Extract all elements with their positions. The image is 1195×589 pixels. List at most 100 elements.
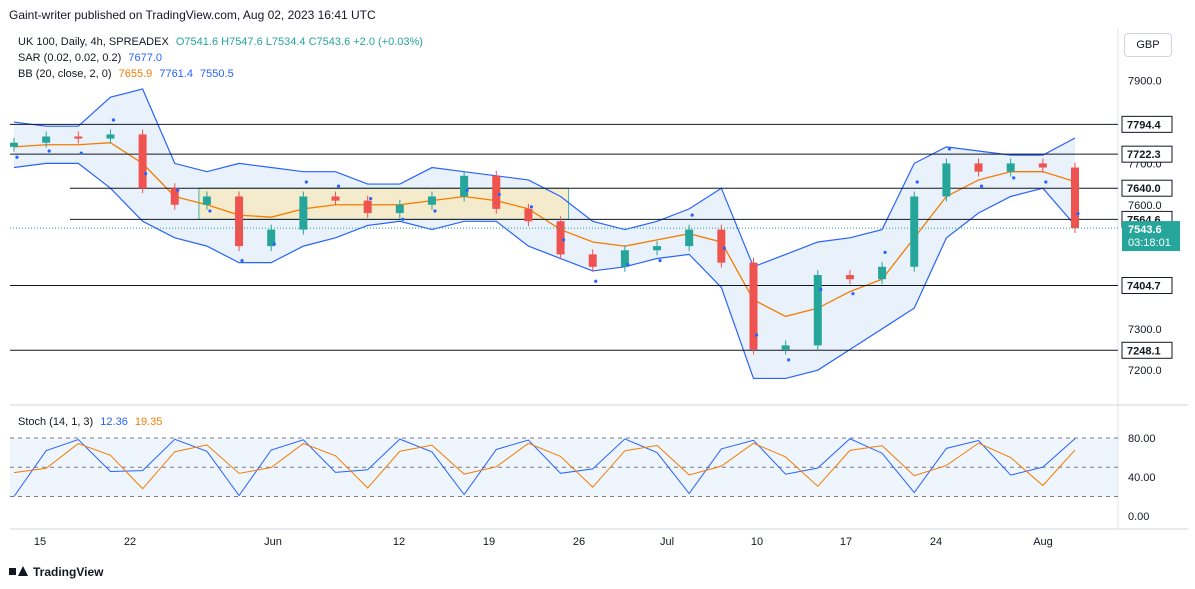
time-axis-tick: Jun [264, 536, 282, 548]
candle-body [395, 204, 404, 214]
stoch-d-line [13, 442, 1076, 490]
consolidation-box [198, 187, 570, 220]
candle-body [717, 229, 726, 263]
price-axis-tick: 7300.0 [1128, 324, 1162, 336]
time-axis-tick: 17 [840, 536, 852, 548]
candle-body [460, 175, 469, 197]
stoch-axis-tick: 40.00 [1128, 472, 1156, 484]
candle-body [974, 163, 983, 172]
legend-symbol-row: UK 100, Daily, 4h, SPREADEX O7541.6 H754… [18, 36, 427, 48]
sar-dot [594, 279, 598, 283]
stoch-axis-tick: 80.00 [1128, 433, 1156, 445]
sar-dot [144, 172, 148, 176]
time-axis-tick: 22 [124, 536, 136, 548]
candle-body [588, 254, 597, 267]
sar-dot [240, 258, 244, 263]
time-axis-tick: 12 [393, 536, 405, 548]
candle-body [749, 262, 758, 350]
level-badge [1121, 145, 1173, 163]
candle-body [1038, 163, 1047, 168]
candle-body [267, 229, 276, 247]
legend-sar-value: 7677.0 [128, 52, 163, 64]
legend-stoch-k: 12.36 [100, 416, 128, 428]
candle-body [781, 345, 790, 350]
sar-dot [111, 118, 116, 122]
candle-body [942, 163, 951, 197]
time-axis-tick: Aug [1033, 536, 1053, 548]
level-badge-label: 7404.7 [1127, 281, 1161, 293]
sar-dot [336, 184, 341, 188]
candle-body [1071, 167, 1079, 229]
candle-body [42, 136, 51, 143]
candle-body [492, 175, 501, 209]
level-badge-label: 7794.4 [1127, 119, 1162, 131]
legend-stoch-label: Stoch (14, 1, 3) [18, 416, 94, 428]
price-axis-tick: 7900.0 [1128, 76, 1162, 88]
candle-body [910, 196, 919, 267]
level-badge [1121, 341, 1173, 359]
candle-body [620, 250, 629, 267]
candle-body [878, 266, 887, 280]
level-badge [1121, 179, 1173, 197]
sar-dot [626, 263, 630, 267]
legend-stoch-row: Stoch (14, 1, 3) 12.36 19.35 [18, 416, 166, 428]
currency-button[interactable]: GBP [1124, 33, 1172, 57]
candle-body [299, 196, 308, 230]
candle-body [106, 134, 115, 139]
level-badge-label: 7248.1 [1127, 345, 1161, 357]
time-axis-tick: 19 [483, 536, 495, 548]
candle-body [524, 208, 533, 222]
time-axis-tick: 15 [34, 536, 46, 548]
sar-dot [1012, 176, 1016, 180]
legend-bb-basis: 7655.9 [118, 68, 153, 80]
sar-dot [272, 242, 276, 246]
candle-body [1006, 163, 1015, 172]
sar-dot [851, 292, 855, 296]
sar-dot [561, 238, 566, 242]
sar-dot [979, 184, 984, 188]
publisher-line: Gaint-writer published on TradingView.co… [9, 8, 376, 22]
sar-dot [304, 180, 308, 184]
stoch-axis-tick: 0.00 [1128, 511, 1149, 523]
level-badge [1121, 277, 1173, 295]
last-price-badge [1122, 221, 1180, 252]
sar-dot [369, 196, 373, 201]
price-axis-tick: 7200.0 [1128, 365, 1162, 377]
sar-dot [883, 250, 887, 254]
tradingview-logo: TradingView [9, 565, 103, 579]
price-axis-tick: 7600.0 [1128, 200, 1162, 212]
sar-dot [1076, 212, 1080, 216]
legend-sar-label: SAR (0.02, 0.02, 0.2) [18, 52, 122, 64]
last-price-label: 7543.6 [1128, 224, 1162, 236]
sar-dot [15, 155, 19, 159]
sar-dot [176, 188, 180, 192]
sar-dot [1044, 180, 1048, 184]
sar-dot [819, 287, 823, 292]
sar-dot [787, 358, 791, 362]
sar-dot [497, 192, 501, 197]
stoch-k-line [13, 438, 1076, 497]
legend-sar-row: SAR (0.02, 0.02, 0.2) 7677.0 [18, 52, 166, 64]
level-badge-label: 7722.3 [1127, 149, 1161, 161]
candle-body [813, 275, 822, 346]
bb-fill [14, 88, 1075, 379]
candle-body [10, 142, 18, 147]
countdown-label: 03:18:01 [1128, 237, 1171, 249]
tradingview-brand: TradingView [33, 565, 104, 579]
sar-dot [79, 151, 83, 155]
sar-dot [722, 246, 726, 250]
legend-bb-label: BB (20, close, 2, 0) [18, 68, 112, 80]
candle-body [170, 188, 179, 205]
legend-bb-lower: 7550.5 [200, 68, 234, 80]
candle-body [556, 221, 565, 255]
bb-lower-line [13, 162, 1076, 380]
candle-body [685, 229, 694, 247]
time-axis-tick: 10 [751, 536, 763, 548]
time-axis-tick: Jul [660, 536, 674, 548]
candle-body [363, 200, 372, 214]
candle-body [427, 196, 436, 205]
legend-bb-row: BB (20, close, 2, 0) 7655.9 7761.4 7550.… [18, 68, 238, 80]
sar-dot [47, 149, 51, 153]
sar-dot [401, 217, 405, 221]
